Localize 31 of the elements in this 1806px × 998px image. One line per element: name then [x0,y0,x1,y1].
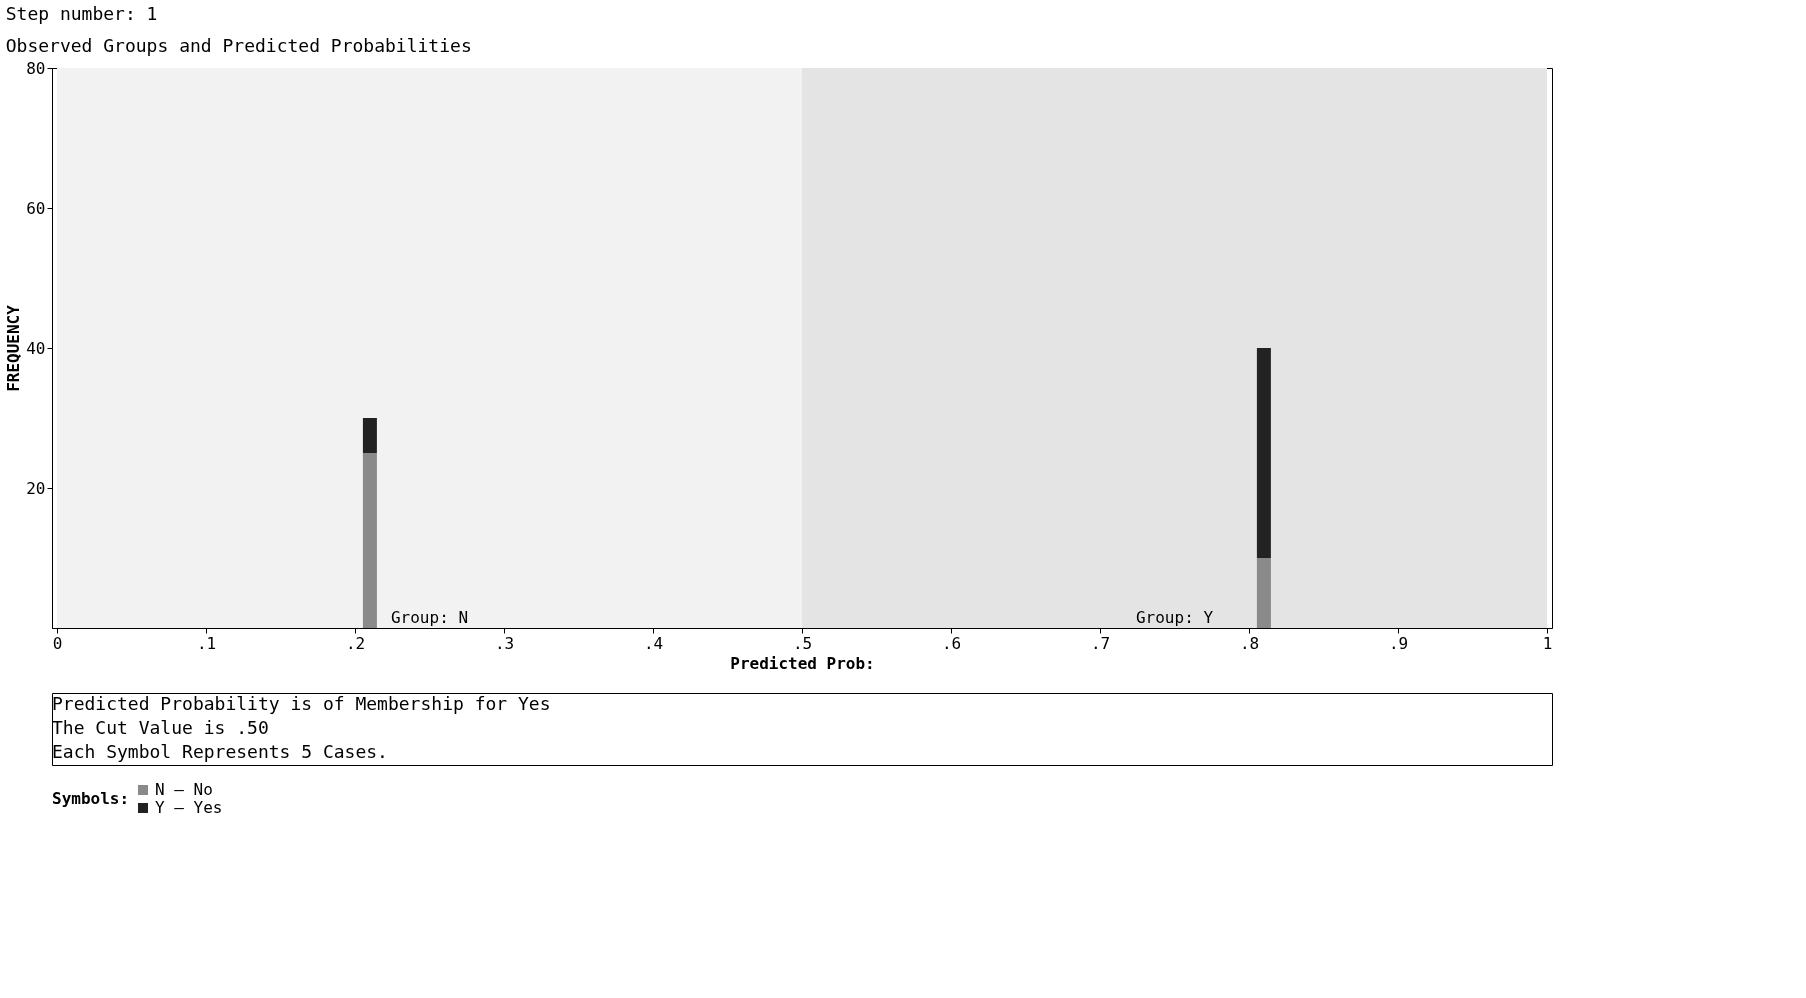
x-tick-label: .8 [1239,633,1260,653]
legend-label: N – No [155,780,213,799]
x-tick-label: .9 [1388,633,1409,653]
bar [362,453,377,628]
x-tick-label: .3 [494,633,515,653]
text: Predicted Probability is of Membership for Yes [52,693,551,714]
bar [362,418,377,453]
chart-subtitle: Observed Groups and Predicted Probabilities [5,35,472,56]
x-tick-label: .7 [1090,633,1111,653]
bar [1256,558,1271,628]
legend-label: Y – Yes [155,798,223,817]
y-tick-label: 60 [26,198,46,218]
band-label: Group: Y [1135,608,1214,627]
y-axis-title: FREQUENCY [4,304,24,392]
legend-title: Symbols: [52,789,130,808]
chart-title: Step number: 1 [5,3,158,24]
text: Each Symbol Represents 5 Cases. [52,741,388,762]
y-tick-label: 80 [26,58,46,78]
x-tick-label: 0 [52,633,63,653]
x-tick-label: .1 [196,633,217,653]
text: The Cut Value is .50 [52,717,269,738]
x-axis-title: Predicted Prob: [730,653,875,673]
x-tick-label: .5 [792,633,813,653]
y-tick-label: 40 [26,338,46,358]
x-tick-label: .6 [941,633,962,653]
x-tick-label: .4 [643,633,664,653]
y-tick-label: 20 [26,478,46,498]
bar [1256,348,1271,558]
band-label: Group: N [390,608,469,627]
x-tick-label: .2 [345,633,366,653]
x-tick-label: 1 [1542,633,1553,653]
